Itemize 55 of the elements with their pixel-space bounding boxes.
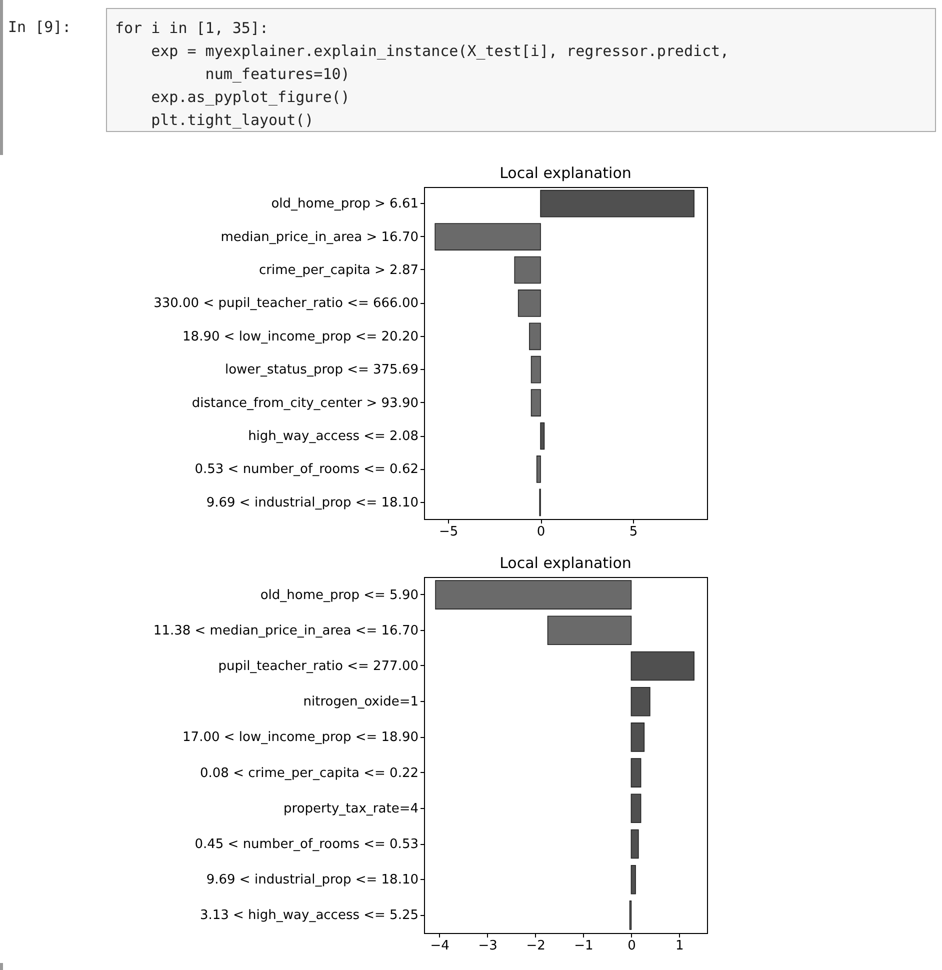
bar xyxy=(630,722,645,752)
bar xyxy=(540,190,694,218)
bar xyxy=(547,616,632,646)
bar xyxy=(540,422,545,450)
bar xyxy=(536,456,541,483)
y-tick-label: 0.08 < crime_per_capita <= 0.22 xyxy=(200,766,418,781)
x-tick-label: −2 xyxy=(526,938,546,954)
x-tick-label: 0 xyxy=(628,938,636,954)
chart-title: Local explanation xyxy=(500,164,632,182)
bar xyxy=(530,389,541,416)
bar xyxy=(529,322,541,350)
y-tick-label: 11.38 < median_price_in_area <= 16.70 xyxy=(153,623,418,638)
y-tick-label: 0.53 < number_of_rooms <= 0.62 xyxy=(194,462,418,478)
y-tick-label: distance_from_city_center > 93.90 xyxy=(192,396,418,411)
y-tick-label: crime_per_capita > 2.87 xyxy=(258,263,418,278)
y-tick-label: 18.90 < low_income_prop <= 20.20 xyxy=(182,329,418,344)
x-tick-label: −4 xyxy=(430,938,450,954)
y-tick-label: nitrogen_oxide=1 xyxy=(303,694,418,710)
y-tick-label: median_price_in_area > 16.70 xyxy=(220,230,418,245)
chart-title: Local explanation xyxy=(500,554,632,572)
bar xyxy=(630,829,639,859)
text: num_features=10) xyxy=(205,65,350,83)
bar xyxy=(530,356,541,384)
y-tick-label: 17.00 < low_income_prop <= 18.90 xyxy=(182,730,418,746)
y-tick-label: old_home_prop > 6.61 xyxy=(271,196,418,212)
bar xyxy=(630,758,642,788)
bar xyxy=(434,223,541,250)
text: In [9]: xyxy=(8,18,72,36)
bar xyxy=(630,686,650,716)
y-tick-label: lower_status_prop <= 375.69 xyxy=(224,362,418,378)
bar xyxy=(630,864,636,894)
bar xyxy=(514,256,541,284)
x-tick-label: 0 xyxy=(536,524,546,540)
y-tick-label: high_way_access <= 2.08 xyxy=(248,429,418,444)
bar xyxy=(630,794,642,824)
x-tick-label: −3 xyxy=(478,938,498,954)
x-tick-label: −1 xyxy=(574,938,594,954)
x-tick-label: −5 xyxy=(438,524,458,540)
text: exp.as_pyplot_figure() xyxy=(151,88,350,106)
bar xyxy=(630,651,694,681)
text: for i in [1, 35]: xyxy=(115,19,269,37)
bar xyxy=(518,290,541,317)
text: plt.tight_layout() xyxy=(151,111,314,129)
y-tick-label: property_tax_rate=4 xyxy=(284,801,418,816)
y-tick-label: 330.00 < pupil_teacher_ratio <= 666.00 xyxy=(154,296,418,312)
x-tick-label: 1 xyxy=(676,938,684,954)
text: exp = myexplainer.explain_instance(X_test[i], regressor.predict, xyxy=(151,42,730,60)
x-tick-label: 5 xyxy=(629,524,638,540)
y-tick-label: 0.45 < number_of_rooms <= 0.53 xyxy=(194,837,418,852)
y-tick-label: old_home_prop <= 5.90 xyxy=(260,588,418,603)
y-tick-label: pupil_teacher_ratio <= 277.00 xyxy=(218,659,418,674)
y-tick-label: 9.69 < industrial_prop <= 18.10 xyxy=(206,495,418,510)
bar xyxy=(435,580,632,610)
y-tick-label: 3.13 < high_way_access <= 5.25 xyxy=(200,908,418,924)
y-tick-label: 9.69 < industrial_prop <= 18.10 xyxy=(206,872,418,888)
